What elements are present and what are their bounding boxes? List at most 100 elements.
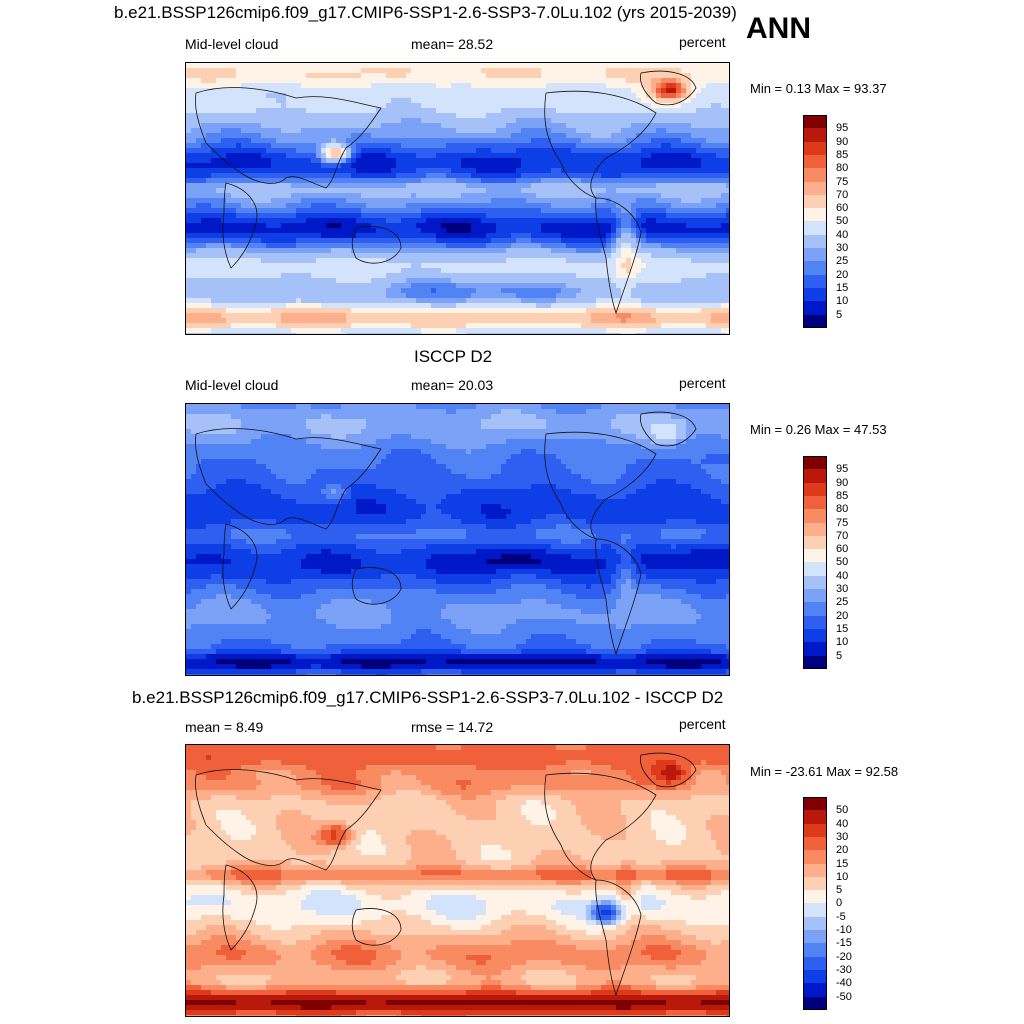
field-cell bbox=[456, 288, 462, 294]
field-cell bbox=[236, 103, 242, 109]
field-cell bbox=[231, 83, 237, 89]
field-cell bbox=[641, 93, 647, 99]
field-cell bbox=[531, 133, 537, 139]
field-cell bbox=[221, 283, 227, 289]
field-cell bbox=[641, 158, 647, 164]
field-cell bbox=[421, 178, 427, 184]
field-cell bbox=[516, 203, 522, 209]
field-cell bbox=[606, 258, 612, 264]
field-cell bbox=[516, 253, 522, 259]
field-cell bbox=[676, 133, 682, 139]
field-cell bbox=[331, 188, 337, 194]
field-cell bbox=[716, 148, 722, 154]
field-cell bbox=[376, 128, 382, 134]
field-cell bbox=[356, 158, 362, 164]
field-cell bbox=[211, 278, 217, 284]
field-cell bbox=[296, 148, 302, 154]
field-cell bbox=[651, 258, 657, 264]
field-cell bbox=[456, 188, 462, 194]
field-cell bbox=[431, 198, 437, 204]
field-cell bbox=[681, 273, 687, 279]
field-cell bbox=[306, 68, 312, 74]
field-cell bbox=[521, 93, 527, 99]
field-cell bbox=[716, 68, 722, 74]
field-cell bbox=[521, 183, 527, 189]
field-cell bbox=[681, 183, 687, 189]
field-cell bbox=[276, 258, 282, 264]
field-cell bbox=[506, 148, 512, 154]
field-cell bbox=[606, 98, 612, 104]
field-cell bbox=[601, 83, 607, 89]
field-cell bbox=[406, 263, 412, 269]
field-cell bbox=[641, 83, 647, 89]
field-cell bbox=[186, 143, 192, 149]
field-cell bbox=[721, 103, 727, 109]
field-cell bbox=[526, 288, 532, 294]
field-cell bbox=[436, 198, 442, 204]
field-cell bbox=[581, 143, 587, 149]
field-cell bbox=[416, 178, 422, 184]
field-cell bbox=[726, 253, 729, 259]
field-cell bbox=[486, 168, 492, 174]
field-cell bbox=[471, 133, 477, 139]
field-cell bbox=[676, 178, 682, 184]
field-cell bbox=[356, 283, 362, 289]
field-cell bbox=[251, 153, 257, 159]
field-cell bbox=[586, 213, 592, 219]
field-cell bbox=[406, 238, 412, 244]
field-cell bbox=[301, 278, 307, 284]
field-cell bbox=[646, 68, 652, 74]
field-cell bbox=[331, 128, 337, 134]
field-cell bbox=[461, 153, 467, 159]
field-cell bbox=[561, 183, 567, 189]
field-cell bbox=[401, 123, 407, 129]
field-cell bbox=[266, 213, 272, 219]
field-cell bbox=[601, 203, 607, 209]
field-cell bbox=[246, 268, 252, 274]
field-cell bbox=[246, 153, 252, 159]
field-cell bbox=[676, 118, 682, 124]
field-cell bbox=[566, 198, 572, 204]
field-cell bbox=[351, 123, 357, 129]
field-cell bbox=[721, 203, 727, 209]
field-cell bbox=[531, 148, 537, 154]
field-cell bbox=[606, 288, 612, 294]
field-cell bbox=[221, 238, 227, 244]
field-cell bbox=[611, 148, 617, 154]
field-cell bbox=[261, 158, 267, 164]
field-cell bbox=[201, 188, 207, 194]
field-cell bbox=[611, 238, 617, 244]
field-cell bbox=[336, 108, 342, 114]
field-cell bbox=[381, 113, 387, 119]
field-cell bbox=[536, 258, 542, 264]
field-cell bbox=[611, 63, 617, 69]
field-cell bbox=[646, 183, 652, 189]
field-cell bbox=[586, 93, 592, 99]
field-cell bbox=[471, 98, 477, 104]
field-cell bbox=[531, 173, 537, 179]
field-cell bbox=[371, 203, 377, 209]
field-cell bbox=[251, 273, 257, 279]
field-cell bbox=[241, 63, 247, 69]
field-cell bbox=[441, 63, 447, 69]
field-cell bbox=[221, 218, 227, 224]
field-cell bbox=[556, 258, 562, 264]
field-cell bbox=[306, 63, 312, 69]
field-cell bbox=[716, 248, 722, 254]
field-cell bbox=[606, 263, 612, 269]
field-cell bbox=[651, 253, 657, 259]
field-cell bbox=[451, 233, 457, 239]
field-cell bbox=[486, 63, 492, 69]
panel1-units-label: percent bbox=[679, 34, 726, 50]
field-cell bbox=[676, 243, 682, 249]
field-cell bbox=[711, 228, 717, 234]
field-cell bbox=[211, 213, 217, 219]
field-cell bbox=[516, 113, 522, 119]
field-cell bbox=[611, 98, 617, 104]
field-cell bbox=[316, 98, 322, 104]
field-cell bbox=[556, 153, 562, 159]
field-cell bbox=[236, 143, 242, 149]
field-cell bbox=[491, 288, 497, 294]
field-cell bbox=[506, 248, 512, 254]
field-cell bbox=[186, 208, 192, 214]
